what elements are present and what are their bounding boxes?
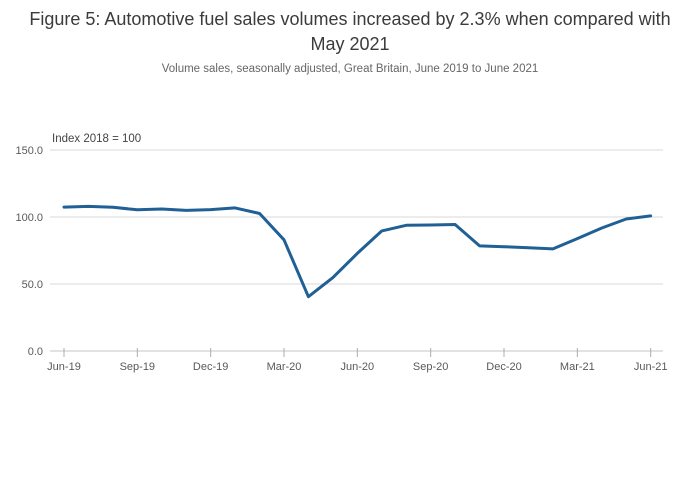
x-tick-label: Sep-20 bbox=[413, 361, 448, 373]
x-tick-label: Mar-20 bbox=[267, 361, 302, 373]
y-tick-label: 50.0 bbox=[22, 279, 43, 291]
x-tick-label: Sep-19 bbox=[120, 361, 155, 373]
y-tick-label: 150.0 bbox=[15, 145, 43, 157]
x-tick-label: Mar-21 bbox=[560, 361, 595, 373]
y-tick-label: 0.0 bbox=[28, 346, 43, 358]
x-tick-label: Jun-19 bbox=[47, 361, 81, 373]
fuel-sales-data-line bbox=[62, 204, 653, 299]
x-tick-label: Dec-19 bbox=[193, 361, 228, 373]
x-tick-label: Dec-20 bbox=[486, 361, 521, 373]
x-tick-label: Jun-20 bbox=[341, 361, 375, 373]
chart-subtitle: Volume sales, seasonally adjusted, Great… bbox=[161, 62, 539, 75]
chart-title: Figure 5: Automotive fuel sales volumes … bbox=[29, 9, 671, 54]
y-axis-unit-annotation: Index 2018 = 100 bbox=[52, 133, 142, 145]
x-tick-label: Jun-21 bbox=[634, 361, 668, 373]
y-tick-label: 100.0 bbox=[15, 212, 43, 224]
